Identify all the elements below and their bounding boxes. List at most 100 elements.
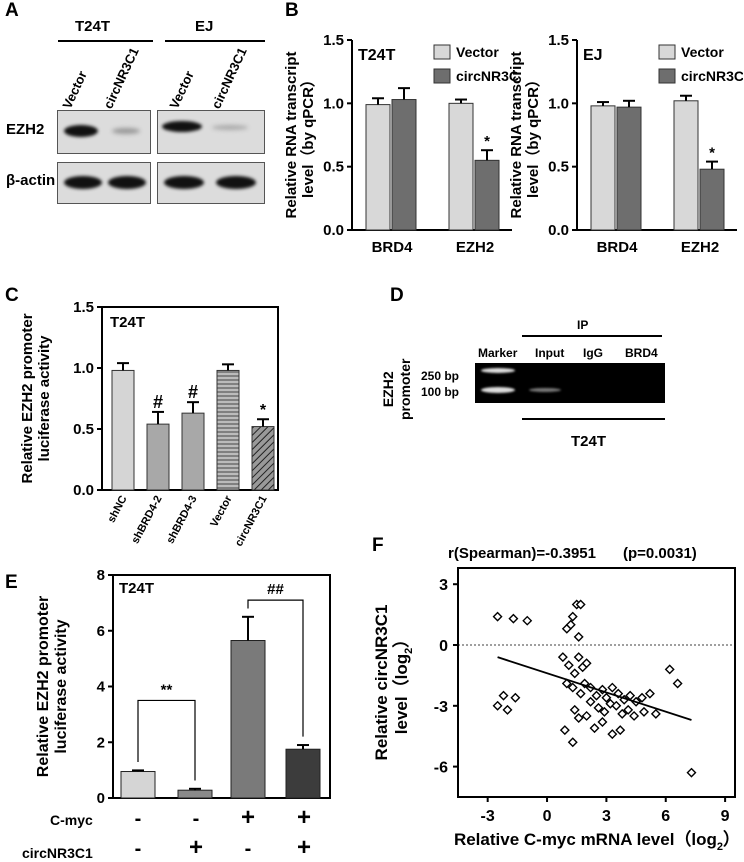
y-axis-title: Relative EZH2 promoterluciferase activit…: [19, 313, 53, 483]
x-tick-label: shNC: [106, 494, 130, 525]
legend-swatch: [658, 44, 676, 60]
x-tick-label: shBRD4-3: [164, 494, 199, 546]
x-tick-label: 3: [602, 808, 611, 825]
scatter-point: [567, 737, 578, 748]
panel-e-label: E: [5, 572, 18, 593]
significance-mark: ##: [267, 581, 284, 598]
y-tick-label: 2: [97, 734, 105, 751]
lane-label-vector-t24t: Vector: [59, 68, 90, 111]
bar: [216, 369, 240, 491]
scatter-point: [508, 613, 519, 624]
y-axis-title: Relative circNR3C1level（log2）: [372, 605, 415, 761]
gel-band: [481, 387, 515, 393]
scatter-point: [498, 690, 509, 701]
x-axis-title: Relative C-myc mRNA level（log2）: [454, 829, 740, 853]
gel-lane-igg: IgG: [583, 346, 603, 360]
sign-cmyc-1: -: [134, 808, 142, 830]
regression-line: [497, 656, 692, 721]
y-tick-label: 1.0: [323, 95, 344, 112]
band: [108, 176, 146, 189]
y-tick-label: 4: [97, 679, 106, 696]
panel-c-label: C: [5, 285, 19, 306]
chart-title: r(Spearman)=-0.3951: [448, 545, 596, 562]
bar: [590, 105, 616, 231]
scatter-point: [611, 700, 622, 711]
y-axis-title: Relative RNA transcriptlevel（by qPCR）: [508, 52, 542, 219]
scatter-point: [573, 712, 584, 723]
scatter-point: [557, 652, 568, 663]
legend-label: Vector: [456, 44, 499, 60]
sign-circ-2: +: [188, 834, 203, 861]
scatter-point: [492, 611, 503, 622]
bar: [391, 99, 417, 231]
significance-mark: *: [260, 402, 267, 419]
legend-label: Vector: [681, 44, 724, 60]
x-tick-label: BRD4: [597, 239, 638, 255]
bar: [616, 106, 642, 231]
scatter-point: [672, 678, 683, 689]
y-tick-label: 3: [439, 577, 448, 594]
scatter-point: [597, 717, 608, 728]
gel-ylabel-line2: promoter: [397, 358, 413, 420]
y-tick-label: 0.5: [323, 159, 344, 176]
band: [164, 176, 204, 189]
y-tick-label: 0.5: [548, 159, 569, 176]
marker-100: 100 bp: [421, 385, 460, 399]
y-tick-label: 1.0: [548, 95, 569, 112]
band: [162, 121, 202, 132]
gel-band: [481, 368, 515, 373]
y-axis-title: Relative RNA transcriptlevel（by qPCR）: [283, 52, 317, 219]
significance-bracket: [247, 599, 304, 737]
group-line-t24t: [58, 40, 153, 42]
scatter-point: [502, 704, 513, 715]
bar: [285, 748, 321, 799]
bar: [111, 369, 135, 491]
cell-line-bar: [522, 418, 665, 420]
scatter-point: [567, 611, 578, 622]
scatter-point: [644, 688, 655, 699]
scatter-point: [575, 599, 586, 610]
panel-d-label: D: [390, 285, 404, 306]
x-tick-label: 9: [721, 808, 730, 825]
gel-cell-label: T24T: [571, 433, 607, 450]
chart-e: Relative EZH2 promoterluciferase activit…: [35, 567, 331, 807]
lane-label-circ-t24t: circNR3C1: [100, 45, 142, 112]
y-tick-label: 1.5: [73, 299, 94, 316]
scatter-point: [601, 692, 612, 703]
chart-f: r(Spearman)=-0.3951 (p=0.0031) 3 0 -3 -6 -3 0 3 6…: [372, 545, 740, 853]
y-tick-label: 0.0: [73, 482, 94, 499]
x-tick-label: shBRD4-2: [129, 494, 164, 546]
blot-ezh2-t24t: [57, 110, 151, 154]
x-tick-label: BRD4: [372, 239, 413, 255]
chart-title: T24T: [110, 314, 145, 331]
band: [64, 125, 98, 137]
ip-header: IP: [577, 318, 589, 332]
chart-b-t24t: Relative RNA transcriptlevel（by qPCR） 0.0…: [283, 32, 520, 255]
chart-title: EJ: [583, 47, 603, 64]
scatter-point: [599, 706, 610, 717]
plot-frame: [457, 567, 736, 798]
scatter-point: [563, 660, 574, 671]
gel-ylabel-line1: EZH2: [380, 371, 396, 408]
y-tick-label: 1.5: [323, 32, 344, 49]
scatter-point: [650, 708, 661, 719]
scatter-point: [607, 729, 618, 740]
bar: [177, 789, 213, 799]
band: [216, 176, 256, 189]
y-tick-label: 0: [97, 790, 105, 807]
lane-label-circ-ej: circNR3C1: [208, 45, 250, 112]
bar: [146, 423, 170, 491]
sign-circ-1: -: [134, 838, 142, 860]
sign-circ-3: -: [244, 838, 252, 860]
group-label-t24t: T24T: [75, 18, 111, 35]
band: [212, 125, 248, 130]
panel-f-label: F: [372, 535, 384, 556]
x-tick-label: EZH2: [681, 239, 719, 255]
blot-ezh2-ej: [157, 110, 265, 154]
y-tick-label: 0: [439, 638, 448, 655]
chart-title: T24T: [119, 580, 154, 597]
legend-swatch: [433, 68, 451, 84]
scatter-point: [589, 723, 600, 734]
panel-a-label: A: [5, 0, 19, 21]
scatter-point: [623, 704, 634, 715]
